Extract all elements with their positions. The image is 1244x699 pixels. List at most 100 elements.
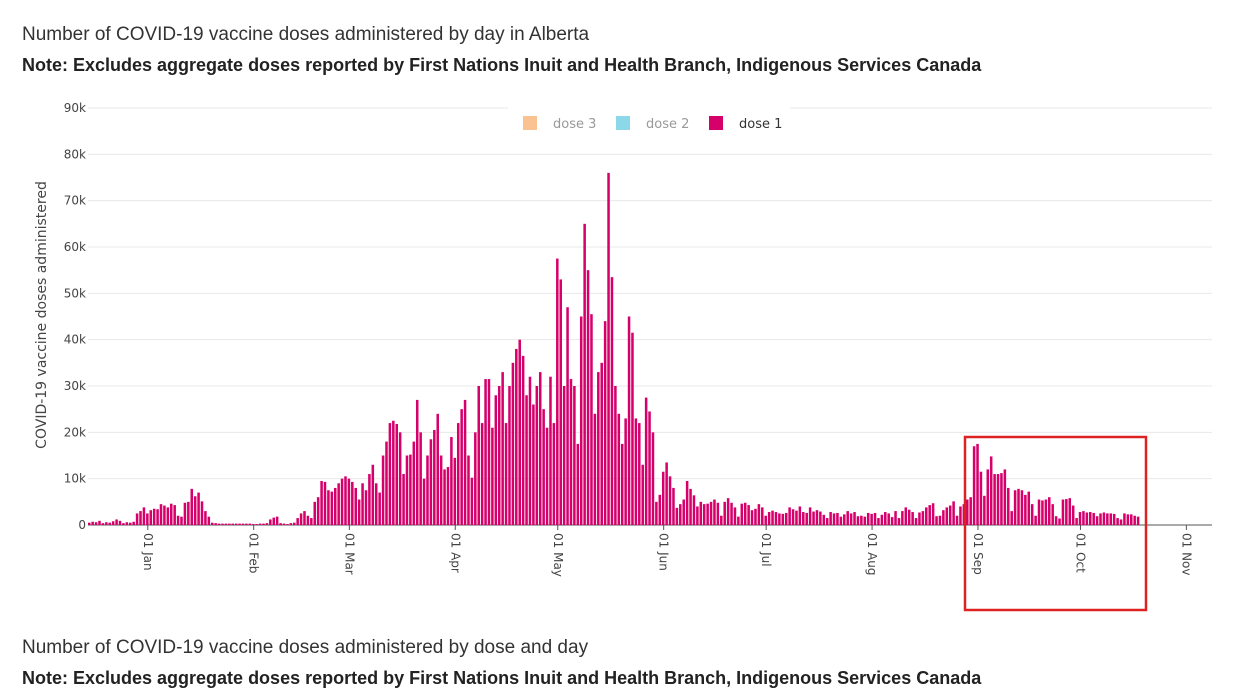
- bar: [566, 307, 569, 525]
- bar: [310, 518, 313, 525]
- bar: [371, 464, 375, 525]
- bar: [415, 399, 419, 525]
- bar: [197, 492, 200, 525]
- bar: [125, 522, 129, 525]
- bar: [675, 507, 679, 525]
- bar: [385, 441, 388, 525]
- bar: [224, 523, 228, 525]
- bar: [764, 515, 767, 525]
- bar: [487, 379, 491, 525]
- bar: [1034, 515, 1037, 525]
- bar: [716, 502, 720, 525]
- bar: [129, 522, 132, 525]
- bar: [381, 455, 385, 525]
- legend-swatch: [616, 116, 630, 130]
- bar: [269, 519, 272, 525]
- bar: [255, 524, 258, 525]
- bar: [699, 501, 703, 525]
- bar: [303, 511, 306, 525]
- bar: [1044, 499, 1048, 525]
- bar: [166, 507, 170, 525]
- bar: [931, 503, 935, 525]
- bar: [983, 495, 986, 525]
- bar: [176, 515, 180, 525]
- bar: [644, 397, 648, 525]
- bar: [1030, 504, 1034, 525]
- x-tick-label: 01 May: [551, 533, 565, 577]
- bar: [723, 501, 726, 525]
- bar: [740, 503, 744, 525]
- bar: [1075, 518, 1078, 525]
- bar: [296, 518, 299, 525]
- bar: [658, 494, 662, 525]
- bar: [183, 502, 187, 525]
- bar: [897, 518, 901, 525]
- bar: [624, 418, 627, 525]
- bar: [204, 511, 207, 525]
- bar: [959, 506, 962, 525]
- bar: [887, 513, 890, 525]
- bar: [446, 467, 450, 525]
- bar: [135, 513, 139, 525]
- bar: [521, 355, 525, 525]
- bar: [1000, 473, 1003, 525]
- bar: [193, 496, 197, 525]
- bar: [631, 332, 634, 525]
- bar: [525, 395, 528, 525]
- bar: [597, 372, 600, 525]
- x-tick-label: 01 Apr: [448, 533, 462, 573]
- bar: [289, 523, 293, 525]
- bar: [1068, 498, 1072, 525]
- bar: [395, 423, 398, 525]
- bar: [791, 509, 795, 525]
- bar: [784, 512, 788, 525]
- bar: [238, 523, 241, 525]
- bar: [1119, 519, 1123, 525]
- bar: [1065, 499, 1068, 525]
- bar: [228, 523, 231, 525]
- highlight-box: [963, 435, 1148, 612]
- x-tick-label: 01 Mar: [342, 533, 356, 575]
- bar: [822, 514, 826, 525]
- bar: [661, 471, 665, 525]
- bar: [1024, 494, 1027, 525]
- bar: [754, 508, 757, 525]
- bar: [306, 515, 310, 525]
- bar: [743, 502, 747, 525]
- bar: [412, 441, 416, 525]
- bar: [890, 517, 894, 525]
- x-tick-label: 01 Jun: [657, 533, 671, 571]
- bar: [265, 523, 269, 525]
- bar: [470, 477, 474, 525]
- bar: [351, 481, 354, 525]
- bar: [439, 455, 443, 525]
- bar: [241, 523, 245, 525]
- bar: [935, 516, 938, 525]
- bar: [515, 348, 518, 525]
- bar: [689, 488, 692, 525]
- y-tick-label: 20k: [64, 425, 86, 439]
- bar: [614, 386, 617, 525]
- bar: [231, 523, 235, 525]
- bar: [217, 523, 221, 525]
- bar: [778, 513, 781, 525]
- bar: [1078, 512, 1082, 525]
- bar: [665, 462, 668, 525]
- bar: [357, 499, 361, 525]
- bar: [829, 512, 832, 525]
- bar: [258, 523, 262, 525]
- bar: [562, 386, 566, 525]
- bar: [685, 480, 689, 525]
- y-tick-label: 90k: [64, 101, 86, 115]
- bar: [169, 503, 173, 525]
- bar: [1089, 512, 1092, 525]
- legend: dose 3 dose 2 dose 1: [508, 106, 790, 142]
- bar: [190, 488, 194, 525]
- bar: [761, 507, 764, 525]
- bar: [511, 362, 515, 525]
- bar: [115, 519, 118, 525]
- bar: [781, 513, 785, 525]
- bar: [720, 515, 723, 525]
- bar: [248, 523, 252, 525]
- bar: [955, 515, 959, 525]
